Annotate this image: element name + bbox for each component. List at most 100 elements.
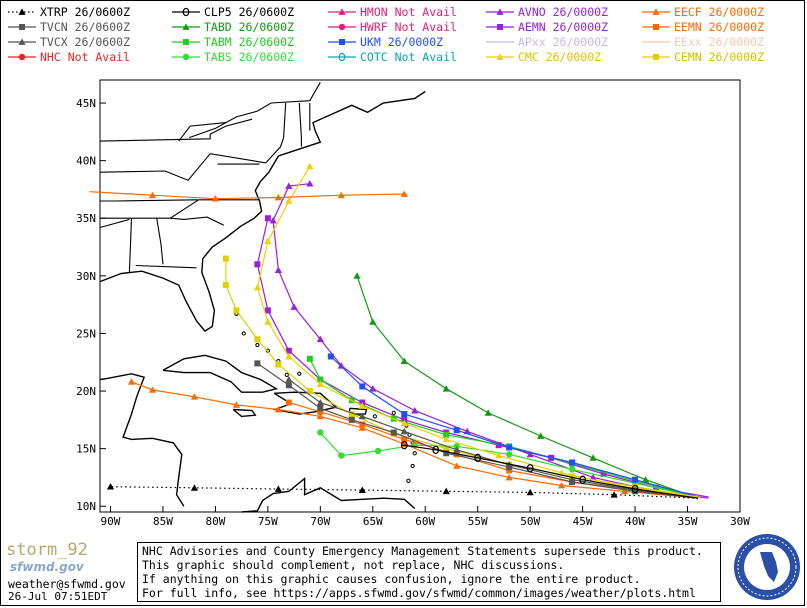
island	[406, 478, 411, 483]
legend-swatch	[486, 53, 514, 60]
track-point	[558, 481, 566, 489]
map-border-ticks	[99, 79, 741, 513]
legend-marker	[18, 38, 26, 45]
legend-marker	[496, 53, 504, 60]
model-legend: XTRP 26/0600Z CLP5 26/0600Z HMON Not Avail…	[0, 0, 807, 64]
track-point	[222, 282, 229, 289]
legend-marker	[338, 52, 346, 62]
track-point	[442, 435, 450, 443]
legend-label: XTRP 26/0600Z	[40, 5, 131, 19]
track-point	[285, 382, 292, 389]
legend-swatch	[8, 38, 36, 45]
coastline-segment	[241, 477, 416, 513]
legend-label: AEMN 26/0000Z	[518, 20, 609, 34]
track-point	[317, 376, 324, 383]
track-point	[275, 361, 282, 368]
legend-label: TVCN 26/0600Z	[40, 20, 131, 34]
legend-swatch	[486, 8, 514, 15]
legend-label: HWRF Not Avail	[360, 20, 457, 34]
track-clp5	[400, 440, 699, 499]
track-cmc	[253, 162, 699, 498]
legend-label: CEMN 26/0000Z	[674, 50, 765, 64]
legend-marker	[182, 53, 190, 61]
track-point	[358, 402, 366, 409]
track-point	[290, 303, 298, 310]
track-point	[337, 191, 345, 199]
track-point	[285, 352, 293, 360]
legend-marker	[182, 7, 190, 17]
lat-label: 45N	[76, 97, 96, 110]
track-eecf	[127, 378, 699, 499]
track-point	[568, 476, 576, 483]
legend-marker	[183, 39, 189, 45]
lon-label: 35W	[678, 515, 698, 528]
legend-swatch	[642, 41, 670, 43]
track-xtrp	[106, 483, 699, 499]
track-point	[327, 353, 334, 360]
legend-swatch	[172, 53, 200, 61]
track-line	[89, 191, 405, 200]
legend-label: TVCX 26/0600Z	[40, 35, 131, 49]
track-point	[254, 336, 261, 343]
track-point	[474, 453, 482, 463]
lon-label: 65W	[363, 515, 383, 528]
track-point	[285, 182, 293, 189]
lon-label: 85W	[153, 515, 173, 528]
track-point	[274, 485, 282, 492]
lon-label: 70W	[310, 515, 330, 528]
legend-marker	[653, 54, 659, 60]
track-point	[631, 484, 639, 494]
contact-email: weather@sfwmd.gov	[8, 577, 126, 591]
coastline-segment	[162, 354, 279, 393]
timestamp: 26-Jul 07:51EDT	[8, 590, 108, 603]
track-line	[356, 275, 699, 499]
track-point	[148, 386, 157, 393]
legend-marker	[18, 53, 26, 61]
coastline-segment	[232, 408, 257, 418]
track-avno	[269, 180, 709, 499]
island	[255, 342, 260, 348]
legend-label: APxx 26/0000Z	[518, 35, 609, 49]
disclaimer-line-1: NHC Advisories and County Emergency Mana…	[142, 544, 703, 558]
coastline-segment	[99, 90, 426, 333]
track-point	[526, 450, 534, 458]
track-point	[506, 444, 513, 451]
track-point	[453, 427, 460, 434]
track-point	[316, 380, 324, 388]
lat-label: 10N	[76, 500, 96, 513]
coastline-segment	[272, 391, 338, 415]
lon-label: 90W	[101, 515, 121, 528]
track-point	[495, 442, 502, 449]
track-point	[453, 462, 461, 469]
legend-swatch	[8, 8, 36, 15]
track-line	[256, 166, 699, 498]
track-point	[316, 412, 324, 420]
track-point	[274, 405, 282, 413]
lat-label: 30N	[76, 270, 96, 283]
track-point	[264, 237, 272, 245]
track-point	[306, 388, 313, 395]
track-point	[358, 412, 366, 420]
legend-swatch	[486, 41, 514, 43]
track-point	[526, 488, 534, 496]
island	[412, 451, 417, 456]
state-border	[170, 216, 225, 226]
disclaimer-box: NHC Advisories and County Emergency Mana…	[137, 542, 721, 602]
track-point	[285, 375, 293, 383]
legend-marker	[653, 24, 659, 30]
track-point	[190, 393, 199, 400]
legend-label: EECF 26/0000Z	[674, 5, 765, 19]
track-point	[253, 283, 261, 291]
legend-swatch	[328, 52, 356, 62]
legend-label: CMC 26/0000Z	[518, 50, 602, 64]
disclaimer-line-2: This graphic should complement, not repl…	[142, 558, 565, 572]
island	[410, 463, 415, 469]
legend-label: TABD 26/0600Z	[204, 20, 295, 34]
track-point	[400, 190, 408, 197]
track-point	[369, 318, 377, 325]
legend-swatch	[328, 23, 356, 31]
state-border	[99, 118, 253, 142]
track-point	[306, 180, 314, 187]
track-point	[358, 424, 366, 431]
island	[297, 371, 302, 376]
